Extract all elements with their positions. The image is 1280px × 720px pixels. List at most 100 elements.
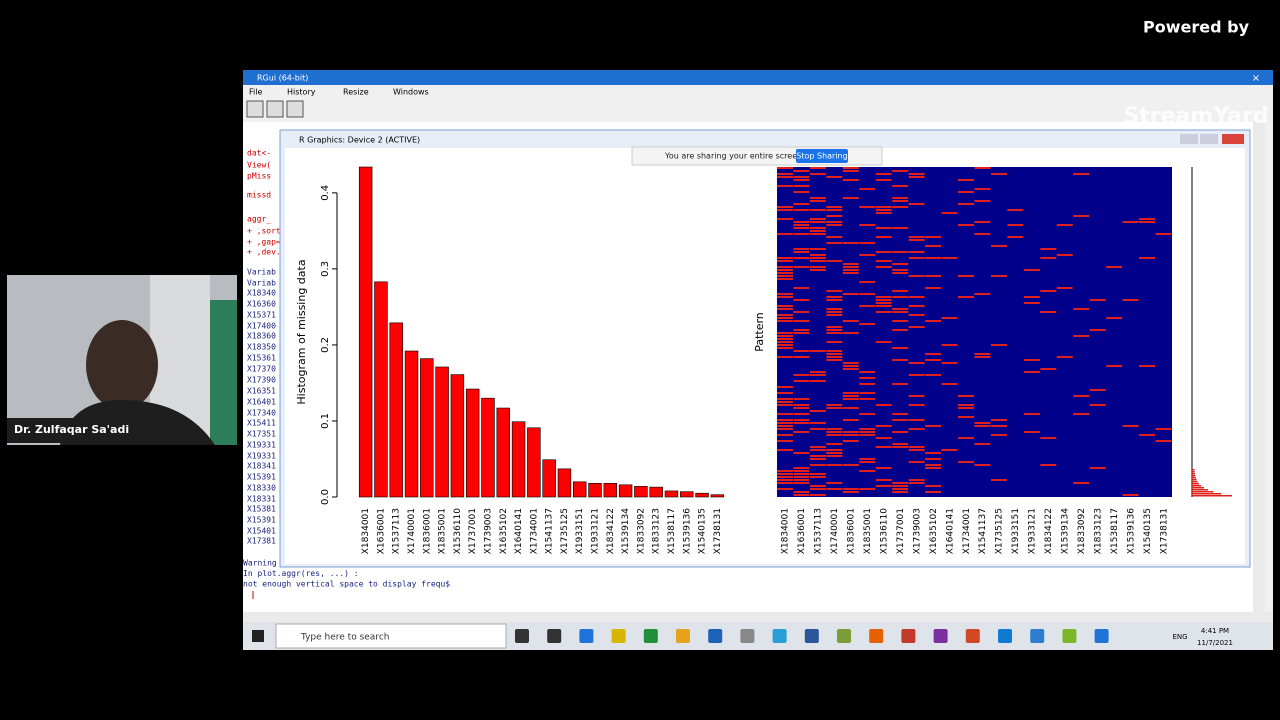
taskbar-icon[interactable] (901, 629, 916, 643)
bar (634, 486, 648, 498)
search-box[interactable] (275, 623, 507, 649)
toolbar-button[interactable] (286, 100, 304, 118)
freq-bar (1192, 491, 1214, 493)
pattern-cell (777, 479, 793, 481)
pattern-cell (892, 443, 909, 445)
pattern-cell (826, 308, 843, 310)
pattern-cell (1056, 224, 1073, 226)
x-tick-label: X1640141 (514, 508, 524, 554)
pattern-cell (777, 422, 793, 424)
pattern-cell (842, 332, 859, 334)
pattern-cell (859, 461, 876, 463)
menu-item[interactable]: Windows (393, 88, 429, 97)
pattern-cell (793, 470, 810, 472)
taskbar-icon[interactable] (1094, 629, 1109, 643)
taskbar-icon[interactable] (611, 629, 626, 643)
taskbar-icon[interactable] (708, 629, 723, 643)
pattern-cell (809, 266, 826, 268)
h-scrollbar[interactable] (243, 612, 1273, 622)
x-tick-label: X1539134 (621, 508, 631, 555)
freq-bar (1192, 485, 1202, 487)
console-line: Variab (247, 279, 276, 288)
taskbar-icon[interactable] (772, 629, 787, 643)
taskbar-icon[interactable] (869, 629, 884, 643)
console-line: X18330 (247, 484, 276, 493)
pattern-cell (826, 260, 843, 262)
pattern-cell (777, 314, 793, 316)
start-button[interactable] (252, 630, 264, 642)
pattern-cell (842, 398, 859, 400)
taskbar-icon[interactable] (515, 629, 529, 643)
clock-time: 4:41 PM (1201, 627, 1229, 635)
toolbar-button[interactable] (246, 100, 264, 118)
freq-bar (1192, 477, 1196, 479)
pattern-cell (974, 443, 991, 445)
close-button[interactable]: × (1252, 73, 1260, 84)
taskbar-icon[interactable] (933, 629, 948, 643)
pattern-cell (892, 359, 909, 361)
x-tick-label: X1933151 (575, 508, 585, 554)
taskbar-icon[interactable] (804, 629, 819, 643)
pattern-cell (892, 419, 909, 421)
pattern-cell (859, 413, 876, 415)
pattern-cell (842, 392, 859, 394)
menu-item[interactable]: File (249, 88, 262, 97)
pattern-cell (892, 227, 909, 229)
taskbar-icon[interactable] (547, 629, 562, 643)
pattern-cell (908, 236, 925, 238)
menu-item[interactable]: Resize (343, 88, 369, 97)
pattern-cell (1139, 221, 1156, 223)
taskbar-icon[interactable] (579, 629, 594, 643)
console-line: aggr_ (247, 215, 271, 224)
pattern-cell (1155, 428, 1172, 430)
pattern-cell (793, 233, 810, 235)
taskbar-icon[interactable] (837, 629, 851, 643)
stop-sharing[interactable] (796, 149, 848, 163)
taskbar-icon[interactable] (740, 629, 755, 643)
close[interactable] (1222, 134, 1244, 144)
stop-sharing-label[interactable]: Stop Sharing (796, 152, 847, 161)
pattern-cell (777, 260, 793, 262)
taskbar-icon[interactable] (998, 629, 1012, 643)
x-tick-label: X1735125 (560, 508, 570, 554)
scrollbar[interactable] (1253, 122, 1265, 612)
taskbar-icon[interactable] (643, 629, 658, 643)
taskbar-icon[interactable] (1062, 629, 1077, 643)
menu-item[interactable]: History (287, 88, 316, 97)
pattern-cell (809, 446, 826, 448)
pattern-cell (908, 449, 925, 451)
pattern-cell (793, 266, 810, 268)
console-line: X18331 (247, 495, 276, 504)
pattern-cell (908, 461, 925, 463)
pattern-cell (1122, 221, 1139, 223)
pattern-cell (777, 434, 793, 436)
pattern-cell (1073, 395, 1090, 397)
pattern-cell (826, 314, 843, 316)
bar (389, 322, 403, 498)
toolbar-button[interactable] (266, 100, 284, 118)
bar (481, 397, 495, 498)
pattern-cell (1040, 437, 1057, 439)
search-placeholder[interactable]: Type here to search (300, 633, 389, 643)
bar (420, 358, 434, 498)
pattern-cell (777, 206, 793, 208)
taskbar-icon[interactable] (1030, 629, 1045, 643)
pattern-cell (809, 221, 826, 223)
lang[interactable]: ENG (1172, 633, 1187, 641)
x-tick-label: X1734001 (529, 508, 539, 554)
pattern-cell (809, 200, 826, 202)
pattern-cell (875, 227, 892, 229)
taskbar-icon[interactable] (965, 629, 980, 643)
pattern-cell (941, 317, 958, 319)
pattern-cell (809, 485, 826, 487)
x-tick-label: X1538117 (667, 508, 677, 554)
pattern-cell (793, 170, 810, 172)
minimize[interactable] (1180, 134, 1198, 144)
pattern-cell (777, 440, 793, 442)
pattern-cell (958, 203, 974, 205)
pattern-cell (892, 308, 909, 310)
pattern-cell (1089, 299, 1106, 301)
pattern-cell (875, 446, 892, 448)
taskbar-icon[interactable] (676, 629, 690, 643)
maximize[interactable] (1200, 134, 1218, 144)
